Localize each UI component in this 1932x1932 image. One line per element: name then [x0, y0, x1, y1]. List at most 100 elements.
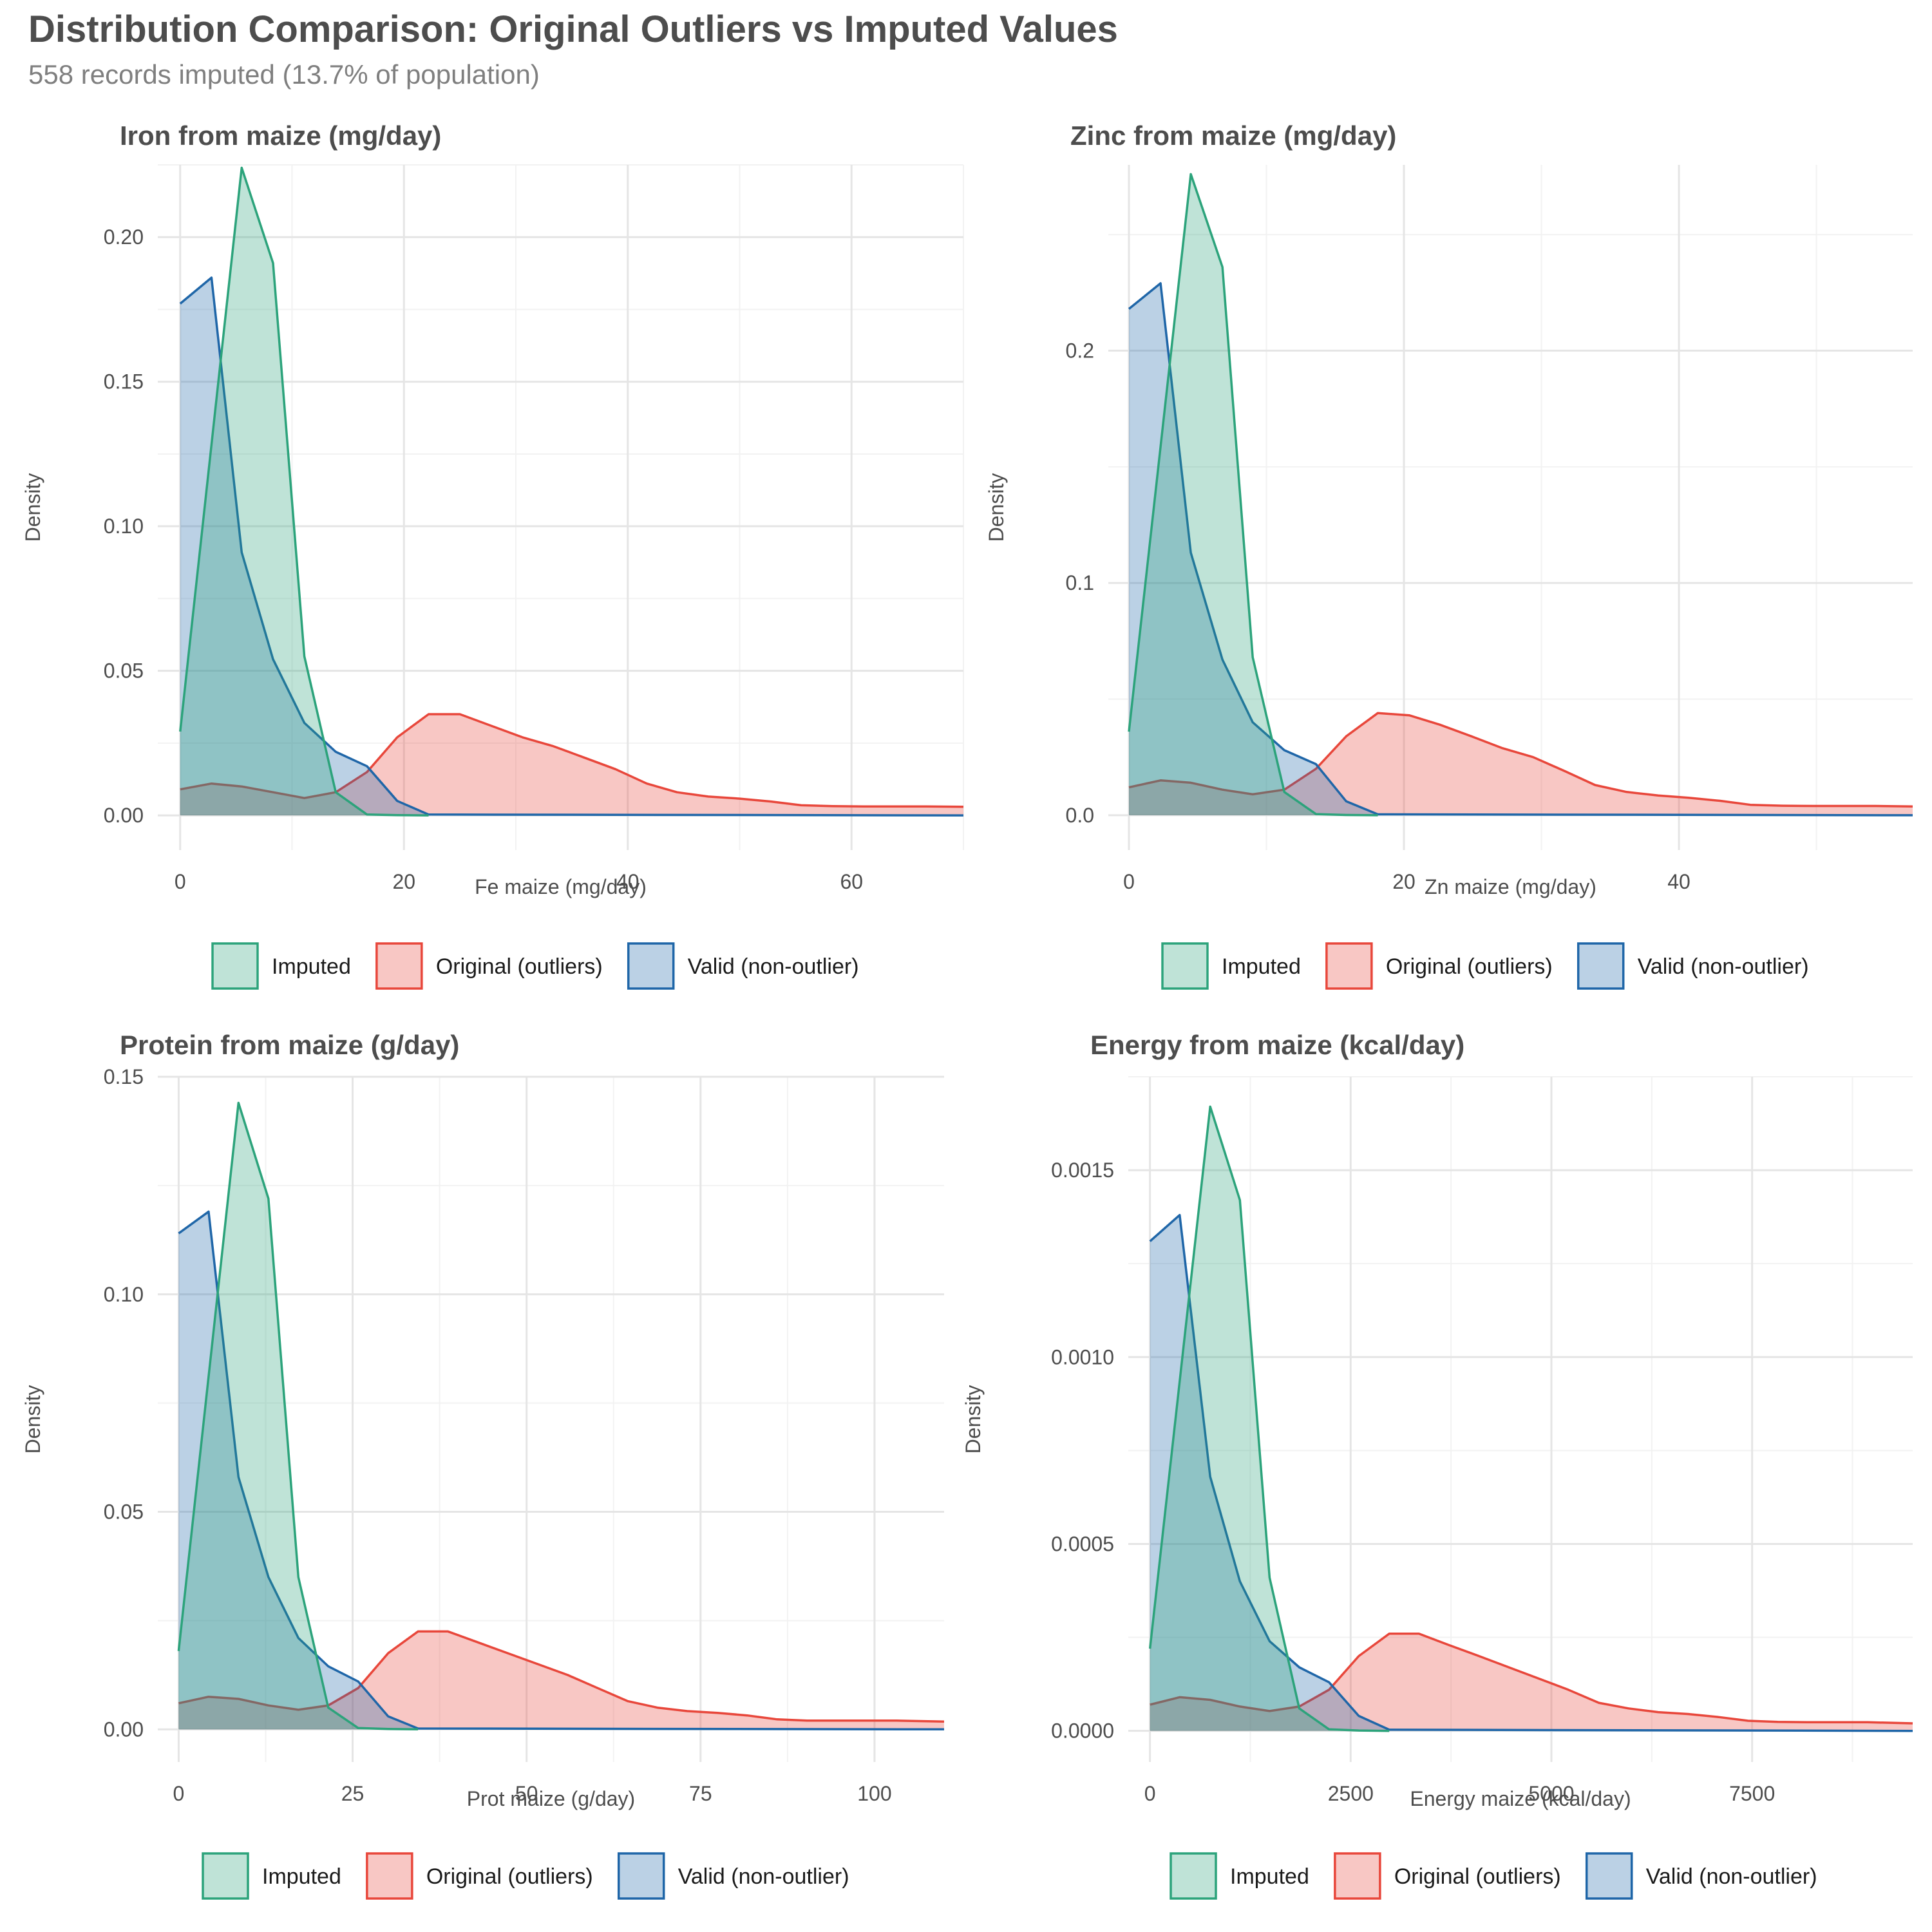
legend-item-valid-non-outlier: Valid (non-outlier)	[1585, 1852, 1817, 1900]
legend-swatch	[375, 942, 423, 990]
y-tick-label: 0.0005	[1051, 1532, 1114, 1555]
x-tick-label: 0	[1144, 1782, 1156, 1805]
series-line-original-outliers	[1128, 712, 1913, 808]
series-area-imputed	[1150, 1106, 1390, 1731]
grid	[1128, 1076, 1913, 1762]
series-area-original-outliers	[1150, 1633, 1913, 1731]
legend-label: Imputed	[272, 954, 351, 979]
y-axis-label: Density	[985, 473, 1008, 542]
panel-title: Iron from maize (mg/day)	[120, 120, 441, 151]
y-tick-label: 0.0015	[1051, 1159, 1114, 1182]
grid	[158, 164, 964, 850]
series-area-imputed	[178, 1103, 419, 1730]
legend-swatch	[1577, 942, 1625, 990]
x-tick-label: 0	[173, 1782, 185, 1805]
legend-item-original-outliers: Original (outliers)	[1334, 1852, 1561, 1900]
panel-3: 0.00 0.05 0.10 0.15 0 25 50 75 100 Protein from m…	[21, 1030, 945, 1900]
x-tick-label: 2500	[1328, 1782, 1374, 1805]
x-axis-label: Energy maize (kcal/day)	[1410, 1787, 1631, 1810]
legend-label: Original (outliers)	[1386, 954, 1553, 979]
y-axis-label: Density	[21, 1385, 44, 1454]
series-line-valid-non-outlier	[178, 1210, 945, 1731]
x-tick-label: 0	[175, 870, 186, 893]
y-tick-label: 0.2	[1066, 339, 1094, 363]
x-axis-label: Prot maize (g/day)	[467, 1787, 635, 1810]
page-title: Distribution Comparison: Original Outlie…	[28, 8, 1118, 50]
x-tick-label: 25	[341, 1782, 365, 1805]
legend-item-valid-non-outlier: Valid (non-outlier)	[1577, 942, 1809, 990]
series-line-original-outliers	[178, 1630, 945, 1723]
series-area-valid-non-outlier	[1129, 283, 1913, 815]
legend-item-valid-non-outlier: Valid (non-outlier)	[617, 1852, 849, 1900]
x-tick-label: 0	[1123, 870, 1135, 893]
y-tick-label: 0.05	[104, 1501, 144, 1524]
y-tick-label: 0.0	[1066, 804, 1094, 827]
x-tick-label: 100	[857, 1782, 891, 1805]
series-line-valid-non-outlier	[1149, 1213, 1913, 1732]
legend-swatch	[1334, 1852, 1381, 1900]
series-line-valid-non-outlier	[179, 276, 964, 817]
x-tick-label: 75	[689, 1782, 712, 1805]
panel-title: Protein from maize (g/day)	[120, 1030, 459, 1060]
legend: Imputed Original (outliers) Valid (non-out…	[1170, 1852, 1817, 1900]
legend-label: Valid (non-outlier)	[1646, 1864, 1817, 1889]
series-line-original-outliers	[1150, 1633, 1913, 1725]
x-tick-label: 7500	[1729, 1782, 1775, 1805]
y-tick-label: 0.0000	[1051, 1719, 1114, 1743]
x-tick-label: 50	[515, 1782, 538, 1805]
legend-label: Imputed	[262, 1864, 341, 1889]
series-line-imputed	[177, 1101, 419, 1731]
y-tick-label: 0.20	[104, 225, 144, 249]
legend-label: Valid (non-outlier)	[678, 1864, 849, 1889]
legend-swatch	[617, 1852, 665, 1900]
legend-item-original-outliers: Original (outliers)	[375, 942, 603, 990]
legend-swatch	[1325, 942, 1373, 990]
series-area-original-outliers	[178, 1631, 944, 1730]
legend-swatch	[1161, 942, 1209, 990]
legend: Imputed Original (outliers) Valid (non-out…	[211, 942, 859, 990]
y-tick-label: 0.00	[104, 804, 144, 827]
legend-label: Original (outliers)	[1394, 1864, 1561, 1889]
legend-item-imputed: Imputed	[1161, 942, 1301, 990]
legend-label: Imputed	[1230, 1864, 1309, 1889]
x-tick-label: 60	[840, 870, 863, 893]
legend-item-imputed: Imputed	[1170, 1852, 1309, 1900]
y-tick-label: 0.00	[104, 1718, 144, 1741]
series-line-imputed	[1148, 1105, 1390, 1732]
x-tick-label: 40	[616, 870, 639, 893]
panel-title: Zinc from maize (mg/day)	[1070, 120, 1396, 151]
x-tick-label: 20	[1392, 870, 1416, 893]
legend-label: Valid (non-outlier)	[1638, 954, 1809, 979]
x-tick-label: 40	[1667, 870, 1690, 893]
y-tick-label: 0.15	[104, 370, 144, 393]
legend-swatch	[202, 1852, 249, 1900]
grid	[158, 1075, 944, 1762]
legend-item-imputed: Imputed	[202, 1852, 341, 1900]
y-tick-label: 0.05	[104, 659, 144, 683]
series-area-original-outliers	[1129, 713, 1913, 815]
series-area-valid-non-outlier	[1150, 1215, 1913, 1731]
legend: Imputed Original (outliers) Valid (non-out…	[202, 1852, 849, 1900]
y-tick-label: 0.15	[104, 1065, 144, 1088]
series-area-original-outliers	[180, 714, 963, 816]
legend-swatch	[211, 942, 259, 990]
panel-4: 0.0000 0.0005 0.0010 0.0015 0 2500 5000 7500 Ene…	[961, 1030, 1913, 1900]
series-area-valid-non-outlier	[178, 1211, 944, 1730]
page-subtitle: 558 records imputed (13.7% of population…	[28, 59, 540, 90]
series-line-original-outliers	[180, 713, 964, 808]
y-tick-label: 0.10	[104, 515, 144, 538]
x-tick-label: 5000	[1528, 1782, 1574, 1805]
series-area-valid-non-outlier	[180, 278, 963, 816]
panel-1: 0.00 0.05 0.10 0.15 0.20 0 20 40 60 Iron from mai…	[21, 120, 964, 990]
y-tick-label: 0.1	[1066, 571, 1094, 594]
legend-swatch	[1585, 1852, 1633, 1900]
legend-swatch	[627, 942, 675, 990]
legend-swatch	[366, 1852, 413, 1900]
x-axis-label: Zn maize (mg/day)	[1425, 875, 1596, 898]
y-axis-label: Density	[961, 1385, 985, 1454]
series-line-imputed	[179, 166, 429, 817]
series-area-imputed	[180, 167, 429, 816]
y-axis-label: Density	[21, 473, 44, 542]
legend-label: Valid (non-outlier)	[688, 954, 859, 979]
x-tick-label: 20	[392, 870, 415, 893]
